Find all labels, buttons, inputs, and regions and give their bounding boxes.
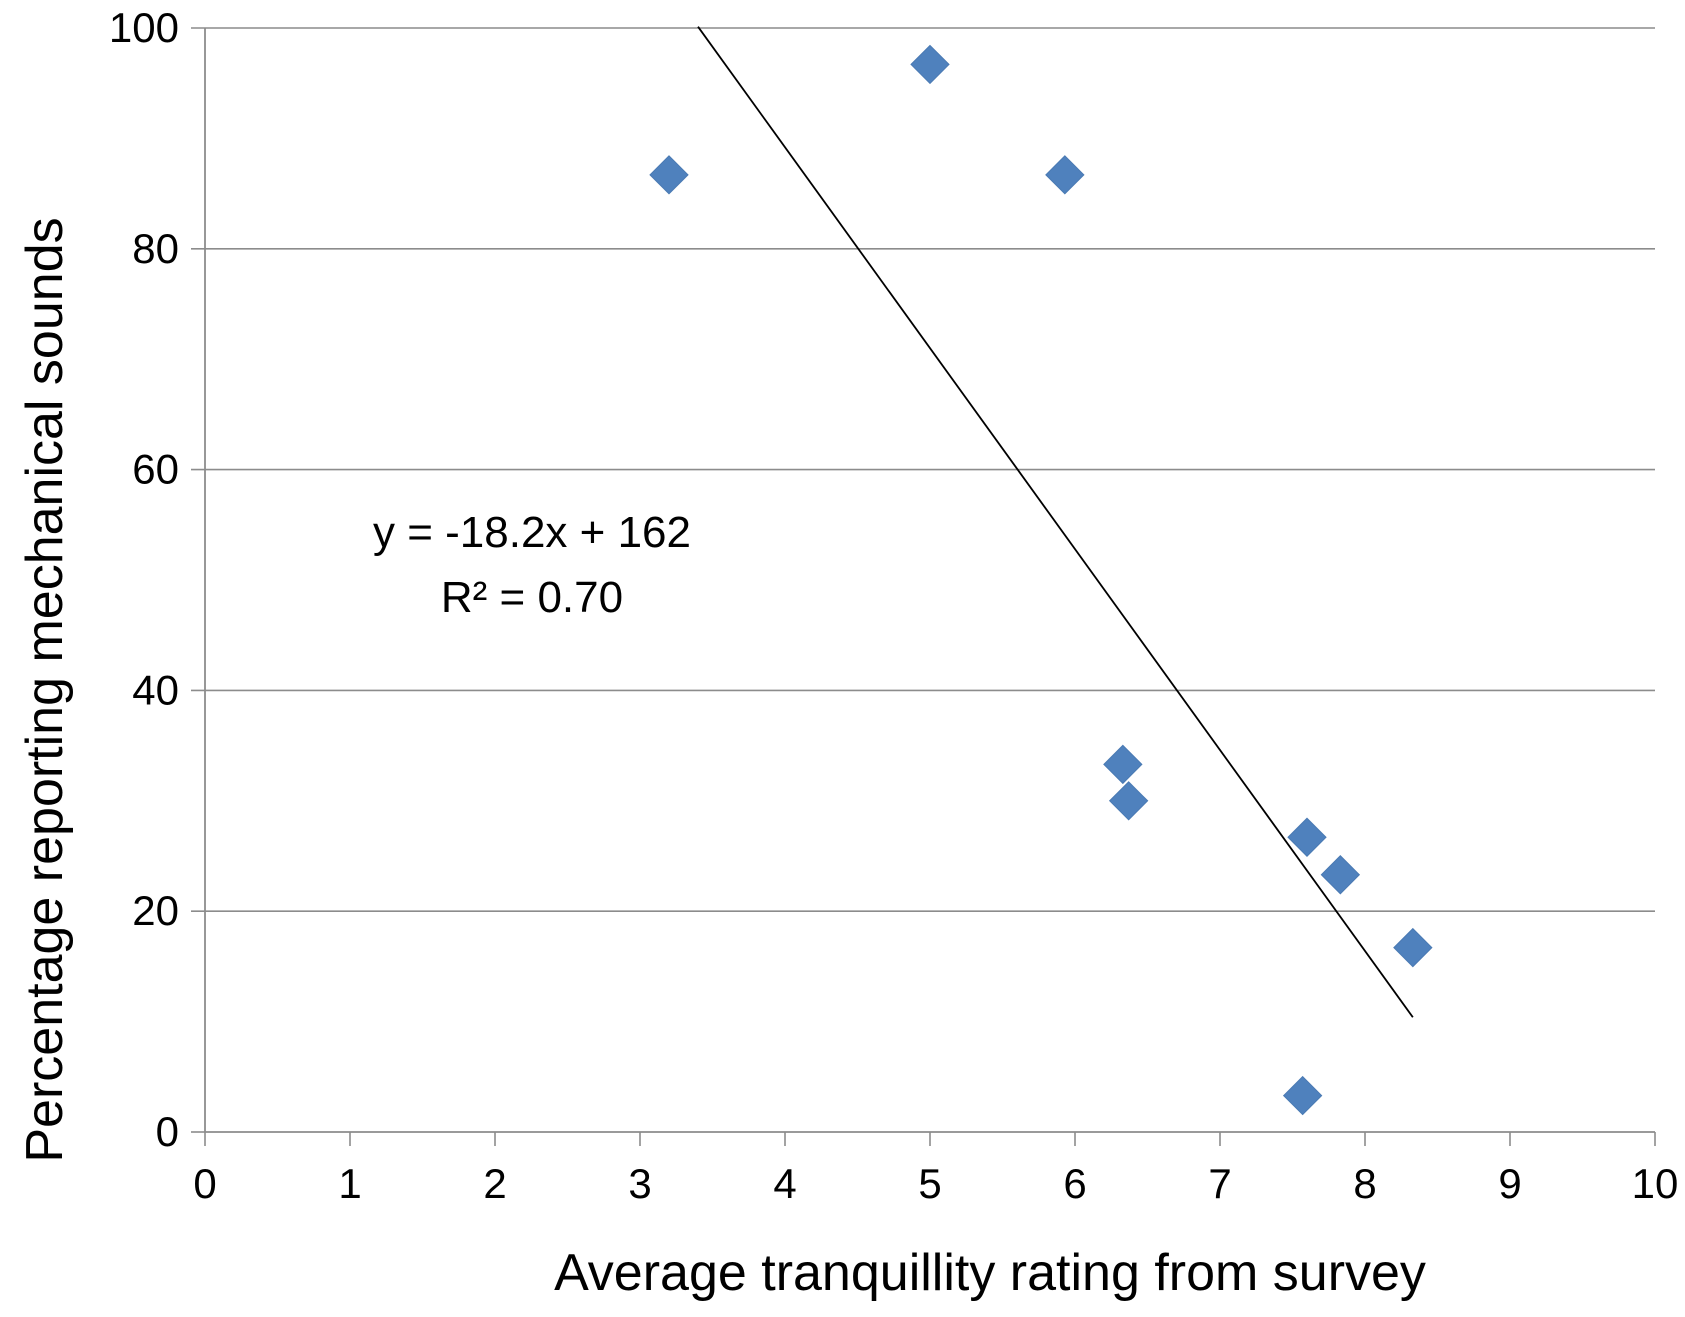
x-axis-title: Average tranquillity rating from survey [554,1244,1426,1302]
x-tick-label: 6 [1063,1160,1086,1207]
y-tick-label: 100 [109,4,179,51]
x-tick-label: 5 [918,1160,941,1207]
x-tick-label: 7 [1208,1160,1231,1207]
data-point [1287,817,1327,857]
data-point [910,44,950,85]
data-point [1282,1075,1323,1116]
data-point [1108,781,1149,821]
trendline-layer [697,26,1414,1018]
data-point [1103,744,1143,785]
data-point [1393,927,1433,968]
x-tick-label: 2 [483,1160,506,1207]
x-tick-label: 4 [773,1160,796,1207]
grid-layer [191,27,1655,913]
y-tick-label: 80 [132,225,179,272]
y-tick-label: 60 [132,446,179,493]
trendline-r-squared: R² = 0.70 [441,573,623,622]
data-point [1320,855,1361,895]
data-point [1045,155,1085,195]
x-tick-label: 10 [1632,1160,1679,1207]
y-tick-label: 0 [156,1108,179,1155]
y-tick-label: 40 [132,666,179,713]
y-tick-label: 20 [132,887,179,934]
y-axis-title: Percentage reporting mechanical sounds [16,217,74,1162]
axes-layer [191,28,1656,1146]
data-point [649,155,689,195]
trendline [697,26,1414,1018]
labels-layer: 0 20 40 60 80 100 0 1 2 3 4 5 6 7 8 9 10 [109,4,1678,1207]
x-tick-label: 8 [1353,1160,1376,1207]
trendline-equation: y = -18.2x + 162 [373,508,691,557]
x-tick-label: 1 [338,1160,361,1207]
x-tick-label: 9 [1498,1160,1521,1207]
x-tick-label: 3 [628,1160,651,1207]
data-points-layer [649,44,1433,1116]
x-tick-label: 0 [193,1160,216,1207]
